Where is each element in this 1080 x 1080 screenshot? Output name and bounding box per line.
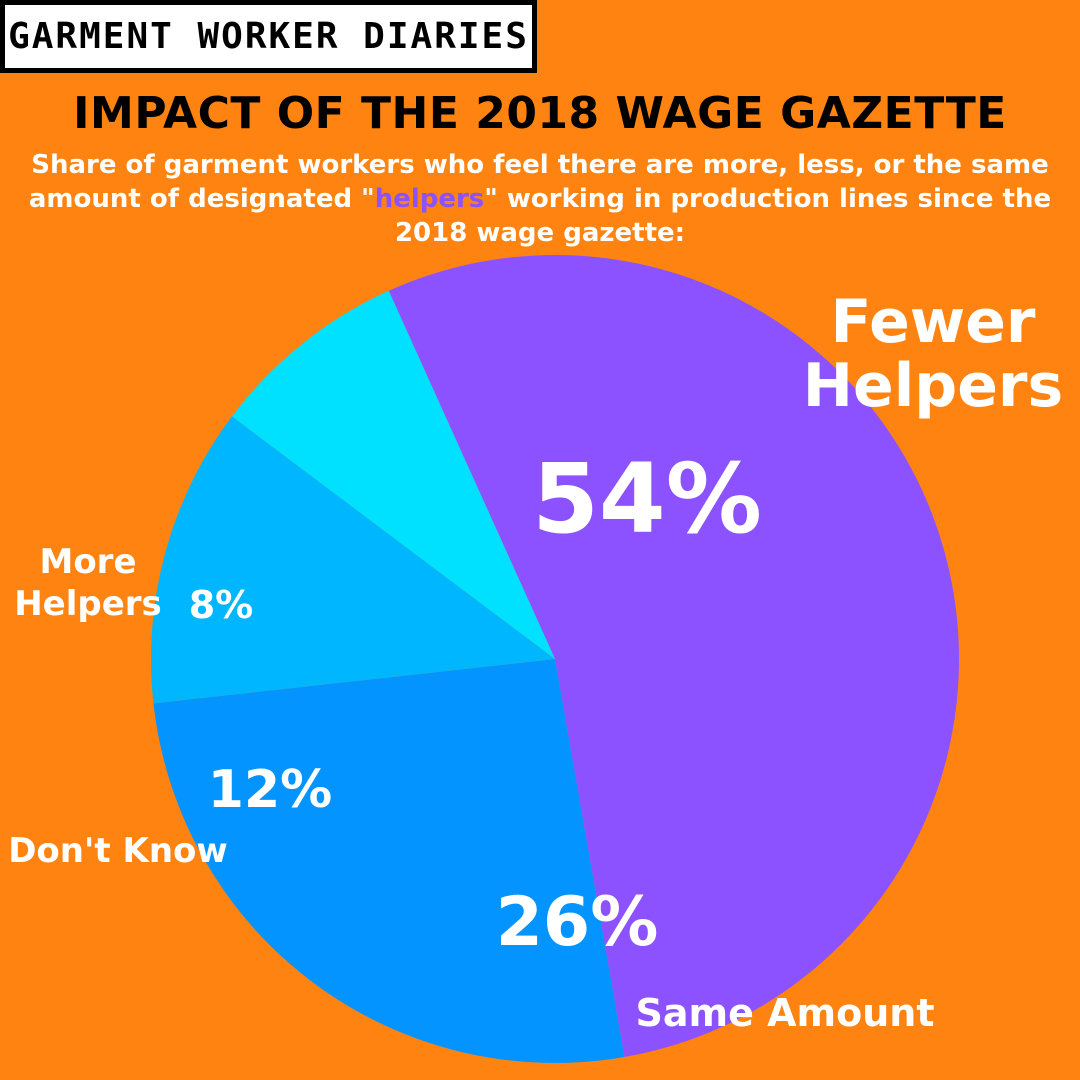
slice-value-label: 8%: [189, 583, 254, 627]
slice-value-label: 26%: [496, 883, 659, 962]
subtitle-text-after: " working in production lines since the …: [394, 184, 1052, 248]
slice-value-label: 12%: [208, 760, 332, 820]
subtitle-text-before: Share of garment workers who feel there …: [28, 150, 1049, 214]
pie-slice-more-helpers: [231, 290, 555, 659]
slice-category-label: Fewer Helpers: [803, 287, 1063, 421]
chart-title: IMPACT OF THE 2018 WAGE GAZETTE: [73, 88, 1007, 139]
slice-category-label: Don't Know: [8, 831, 228, 871]
subtitle-highlight: helpers: [374, 184, 485, 214]
slice-value-label: 54%: [532, 443, 762, 555]
pie-slice-don-t-know: [151, 416, 555, 704]
brand-box: GARMENT WORKER DIARIES: [0, 0, 537, 73]
slice-category-label: Same Amount: [636, 991, 935, 1035]
pie-slice-fewer-helpers: [388, 254, 960, 1057]
pie-slice-same-amount: [153, 659, 625, 1063]
slice-category-label: More Helpers: [14, 542, 162, 624]
brand-text: GARMENT WORKER DIARIES: [8, 16, 529, 57]
chart-subtitle: Share of garment workers who feel there …: [10, 148, 1070, 250]
